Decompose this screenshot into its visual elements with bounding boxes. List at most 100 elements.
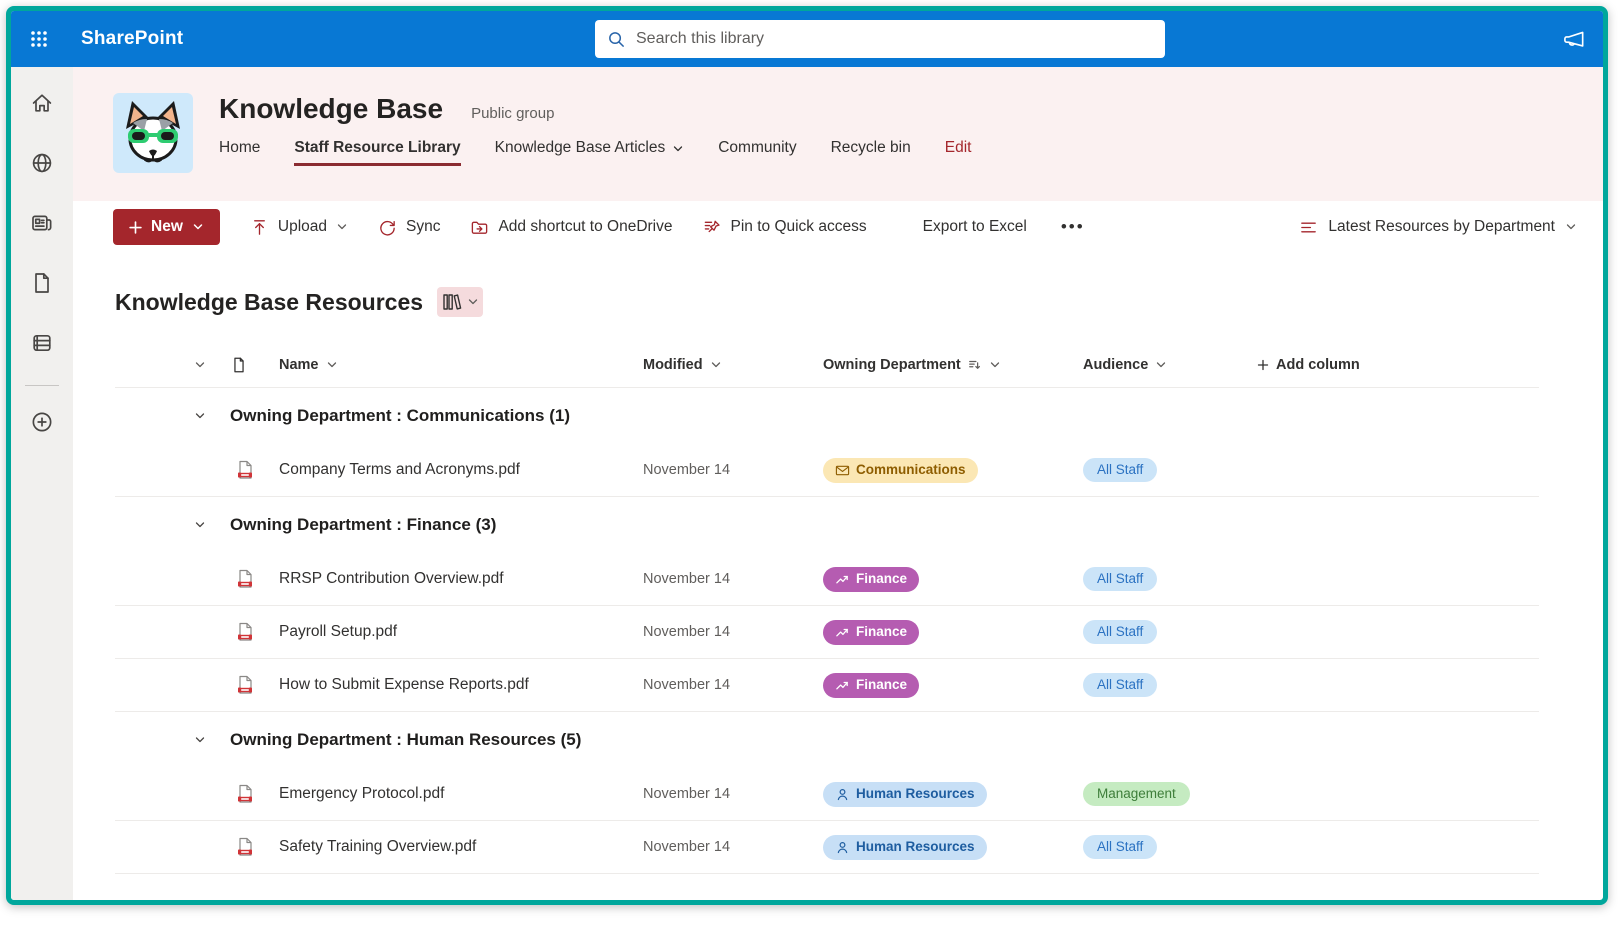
file-name-link[interactable]: Safety Training Overview.pdf — [279, 838, 477, 855]
audience-cell: Management — [1083, 782, 1257, 806]
news-icon — [30, 211, 54, 235]
nav-item-recycle-bin[interactable]: Recycle bin — [831, 139, 911, 166]
department-badge: Human Resources — [823, 781, 987, 807]
waffle-icon — [29, 29, 49, 49]
group-header-label: Owning Department : Human Resources (5) — [230, 730, 582, 749]
nav-item-label: Recycle bin — [830, 139, 911, 156]
nav-item-community[interactable]: Community — [718, 139, 796, 166]
table-row[interactable]: RRSP Contribution Overview.pdf November 1… — [115, 553, 1539, 605]
column-header-audience[interactable]: Audience — [1083, 357, 1257, 373]
person-icon — [835, 840, 850, 855]
department-cell: Finance — [823, 672, 1083, 698]
file-name-link[interactable]: Company Terms and Acronyms.pdf — [279, 461, 520, 478]
audience-cell: All Staff — [1083, 567, 1257, 591]
view-list-icon — [1299, 218, 1318, 237]
mail-icon — [835, 463, 850, 478]
new-button[interactable]: New — [113, 209, 220, 245]
audience-badge: All Staff — [1083, 458, 1158, 482]
site-logo[interactable] — [113, 93, 193, 173]
site-title: Knowledge Base — [219, 93, 444, 124]
chevron-icon — [336, 221, 348, 233]
group-header[interactable]: Owning Department : Human Resources (5) — [115, 712, 1539, 768]
nav-item-staff-resource-library[interactable]: Staff Resource Library — [294, 139, 461, 166]
command-export-to-excel[interactable]: Export to Excel — [923, 218, 1027, 236]
rail-add-circle-button[interactable] — [22, 402, 62, 442]
group-header[interactable]: Owning Department : Communications (1) — [115, 388, 1539, 444]
column-header-department[interactable]: Owning Department — [823, 357, 1083, 373]
site-header: Knowledge Base Public group Home Staff Re… — [73, 67, 1603, 201]
search-box — [595, 20, 1165, 58]
rail-news-button[interactable] — [22, 203, 62, 243]
nav-item-label: Staff Resource Library — [294, 139, 461, 156]
command-add-shortcut-to-onedrive[interactable]: Add shortcut to OneDrive — [470, 218, 673, 237]
nav-item-edit[interactable]: Edit — [945, 139, 972, 166]
chevron-down-icon — [467, 296, 479, 308]
divider — [25, 385, 59, 386]
group-sort-icon — [968, 358, 982, 372]
rail-globe-button[interactable] — [22, 143, 62, 183]
command-label: Pin to Quick access — [730, 218, 867, 235]
rail-page-button[interactable] — [22, 263, 62, 303]
table-row[interactable]: Company Terms and Acronyms.pdf November 1… — [115, 444, 1539, 496]
search-input[interactable] — [636, 30, 1153, 48]
nav-item-knowledge-base-articles[interactable]: Knowledge Base Articles — [495, 139, 685, 166]
department-cell: Finance — [823, 619, 1083, 645]
command-label: Upload — [277, 218, 327, 235]
waffle-menu-button[interactable] — [11, 11, 67, 67]
modified-date: November 14 — [643, 786, 731, 802]
pdf-file-icon — [230, 459, 279, 481]
file-icon — [230, 356, 248, 374]
site-nav: Home Staff Resource Library Knowledge Base… — [219, 139, 971, 166]
rail-home-button[interactable] — [22, 83, 62, 123]
modified-date: November 14 — [643, 839, 731, 855]
command-label: Add shortcut to OneDrive — [498, 218, 673, 235]
audience-badge: All Staff — [1083, 567, 1158, 591]
file-name-link[interactable]: Emergency Protocol.pdf — [279, 785, 445, 802]
column-header-modified[interactable]: Modified — [643, 357, 823, 373]
library-content: Knowledge Base Resources Name — [73, 253, 1603, 900]
group-collapse-chevron[interactable] — [115, 410, 230, 422]
audience-badge: Management — [1083, 782, 1190, 806]
megaphone-button[interactable] — [1561, 27, 1587, 53]
table-row[interactable]: Emergency Protocol.pdf November 14 Human R… — [115, 768, 1539, 820]
column-header-type[interactable] — [230, 356, 279, 374]
more-commands-button[interactable]: ••• — [1060, 217, 1085, 236]
file-name-link[interactable]: Payroll Setup.pdf — [279, 623, 398, 640]
audience-cell: All Staff — [1083, 620, 1257, 644]
rail-list-button[interactable] — [22, 323, 62, 363]
add-column-button[interactable]: Add column — [1257, 357, 1539, 373]
nav-item-label: Knowledge Base Articles — [494, 139, 666, 156]
group-collapse-chevron[interactable] — [115, 734, 230, 746]
audience-badge: All Staff — [1083, 673, 1158, 697]
chevron-icon — [194, 734, 206, 746]
file-name-link[interactable]: How to Submit Expense Reports.pdf — [279, 676, 529, 693]
audience-cell: All Staff — [1083, 673, 1257, 697]
command-upload[interactable]: Upload — [250, 218, 348, 237]
pdf-file-icon — [230, 783, 279, 805]
audience-badge: All Staff — [1083, 620, 1158, 644]
group-collapse-chevron[interactable] — [115, 519, 230, 531]
divider — [115, 820, 1539, 821]
chevron-down-icon — [326, 359, 338, 371]
trend-icon — [835, 625, 850, 640]
nav-item-label: Edit — [944, 139, 972, 156]
chevron-down-icon — [710, 359, 722, 371]
expand-all-chevron[interactable] — [115, 359, 230, 371]
command-pin-to-quick-access[interactable]: Pin to Quick access — [703, 218, 867, 237]
pdf-file-icon — [230, 621, 279, 643]
file-name-link[interactable]: RRSP Contribution Overview.pdf — [279, 570, 504, 587]
nav-item-home[interactable]: Home — [219, 139, 260, 166]
department-badge-label: Finance — [856, 677, 908, 693]
command-sync[interactable]: Sync — [378, 218, 440, 237]
library-view-button[interactable] — [437, 287, 484, 317]
table-row[interactable]: Payroll Setup.pdf November 14 Finance All S… — [115, 606, 1539, 658]
group-header[interactable]: Owning Department : Finance (3) — [115, 497, 1539, 553]
pdf-file-icon — [230, 568, 279, 590]
column-header-name[interactable]: Name — [279, 357, 643, 373]
table-row[interactable]: Safety Training Overview.pdf November 14 H… — [115, 821, 1539, 873]
department-badge-label: Human Resources — [856, 786, 975, 802]
view-selector[interactable]: Latest Resources by Department — [1299, 218, 1577, 237]
modified-date: November 14 — [643, 677, 731, 693]
audience-cell: All Staff — [1083, 835, 1257, 859]
table-row[interactable]: How to Submit Expense Reports.pdf Novembe… — [115, 659, 1539, 711]
